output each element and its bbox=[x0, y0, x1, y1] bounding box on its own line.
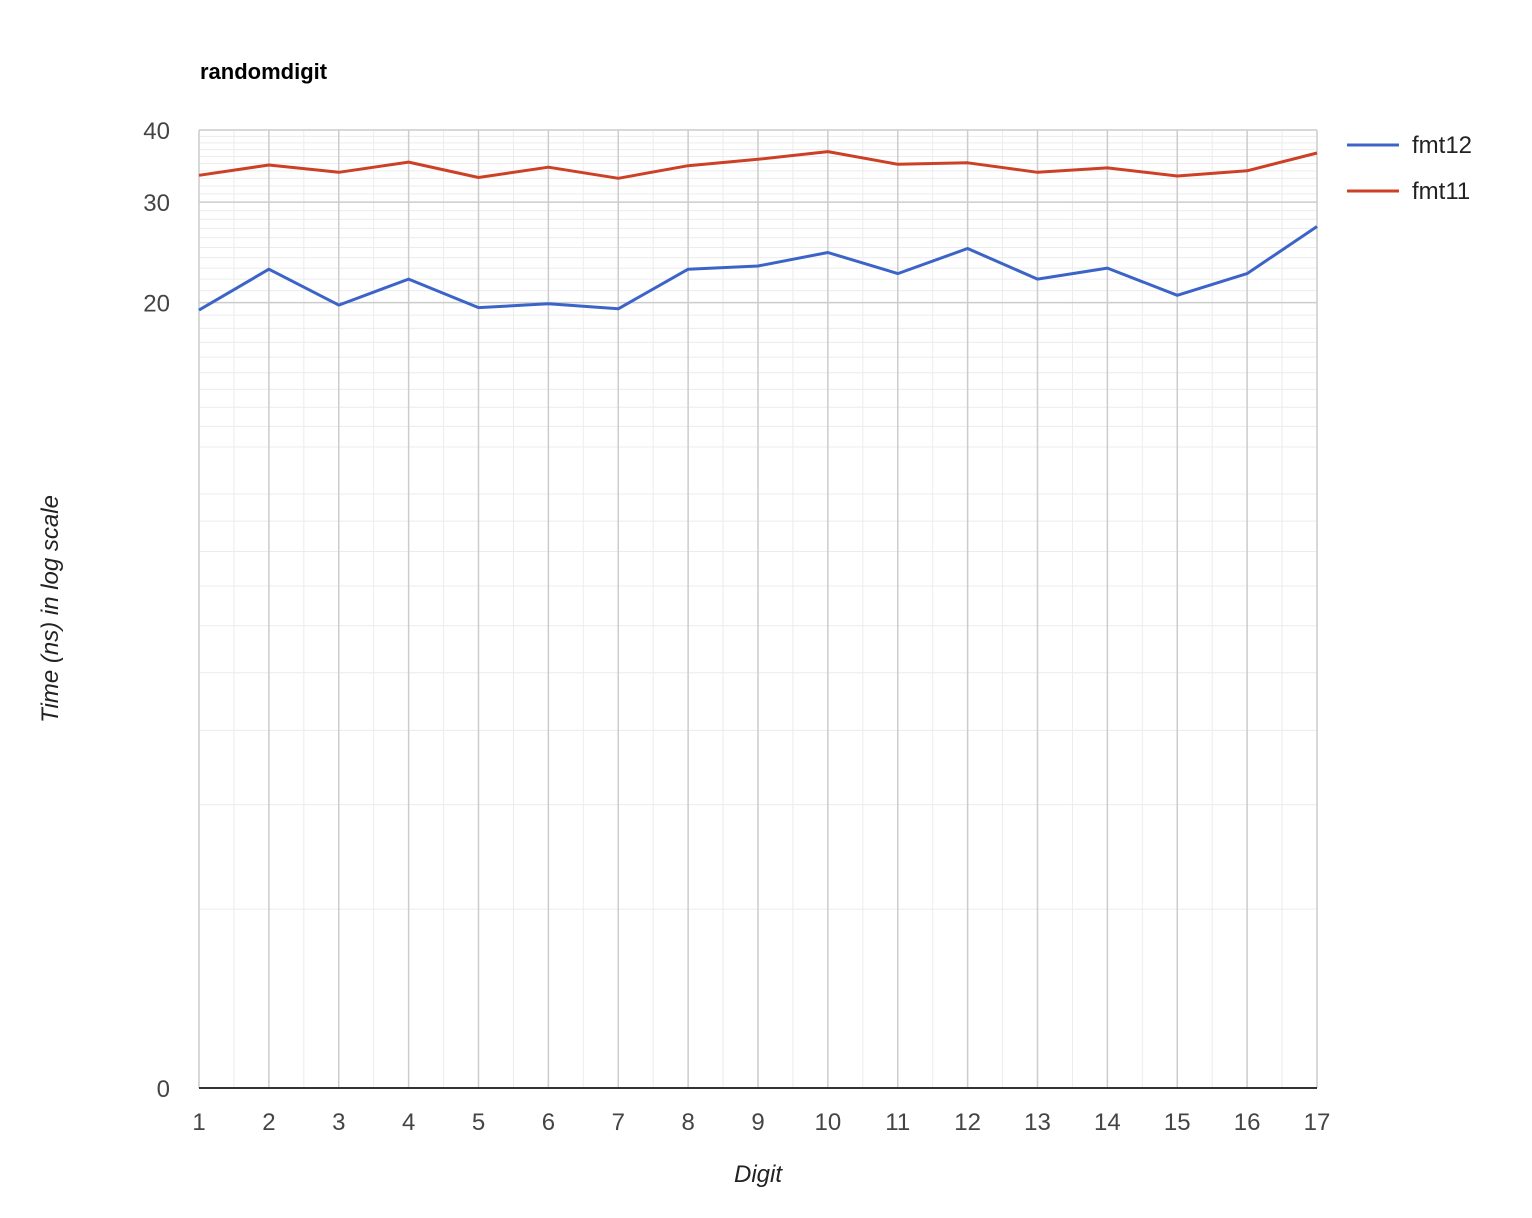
x-tick-label: 16 bbox=[1234, 1109, 1261, 1136]
major-gridlines bbox=[198, 129, 1318, 1088]
x-tick-label: 10 bbox=[815, 1109, 842, 1136]
chart-title: randomdigit bbox=[200, 59, 328, 84]
legend-label-fmt12: fmt12 bbox=[1412, 132, 1472, 159]
x-tick-label: 15 bbox=[1164, 1109, 1191, 1136]
x-tick-label: 14 bbox=[1094, 1109, 1121, 1136]
x-tick-label: 8 bbox=[681, 1109, 694, 1136]
x-tick-label: 1 bbox=[192, 1109, 205, 1136]
y-axis-label: Time (ns) in log scale bbox=[37, 495, 64, 723]
x-tick-label: 12 bbox=[954, 1109, 981, 1136]
x-tick-label: 3 bbox=[332, 1109, 345, 1136]
x-tick-label: 5 bbox=[472, 1109, 485, 1136]
series-line-fmt12 bbox=[198, 225, 1318, 312]
x-tick-label: 6 bbox=[542, 1109, 555, 1136]
y-axis-ticks: 40 30 20 0 bbox=[143, 118, 170, 1103]
x-tick-label: 11 bbox=[885, 1109, 910, 1136]
x-tick-label: 7 bbox=[612, 1109, 625, 1136]
y-tick-label: 0 bbox=[157, 1076, 170, 1103]
y-tick-label: 30 bbox=[143, 190, 170, 217]
y-tick-label: 40 bbox=[143, 118, 170, 145]
series-lines bbox=[198, 150, 1318, 312]
x-tick-label: 9 bbox=[751, 1109, 764, 1136]
x-axis-ticks: 1 2 3 4 5 6 7 8 9 10 11 12 13 14 15 16 17 bbox=[192, 1109, 1330, 1136]
x-tick-label: 2 bbox=[262, 1109, 275, 1136]
x-tick-label: 17 bbox=[1304, 1109, 1331, 1136]
y-tick-label: 20 bbox=[143, 291, 170, 318]
series-line-fmt11 bbox=[198, 150, 1318, 180]
legend: fmt12 fmt11 bbox=[1347, 132, 1472, 205]
x-axis-label: Digit bbox=[734, 1161, 783, 1188]
x-tick-label: 4 bbox=[402, 1109, 415, 1136]
legend-label-fmt11: fmt11 bbox=[1412, 178, 1470, 205]
x-tick-label: 13 bbox=[1024, 1109, 1051, 1136]
